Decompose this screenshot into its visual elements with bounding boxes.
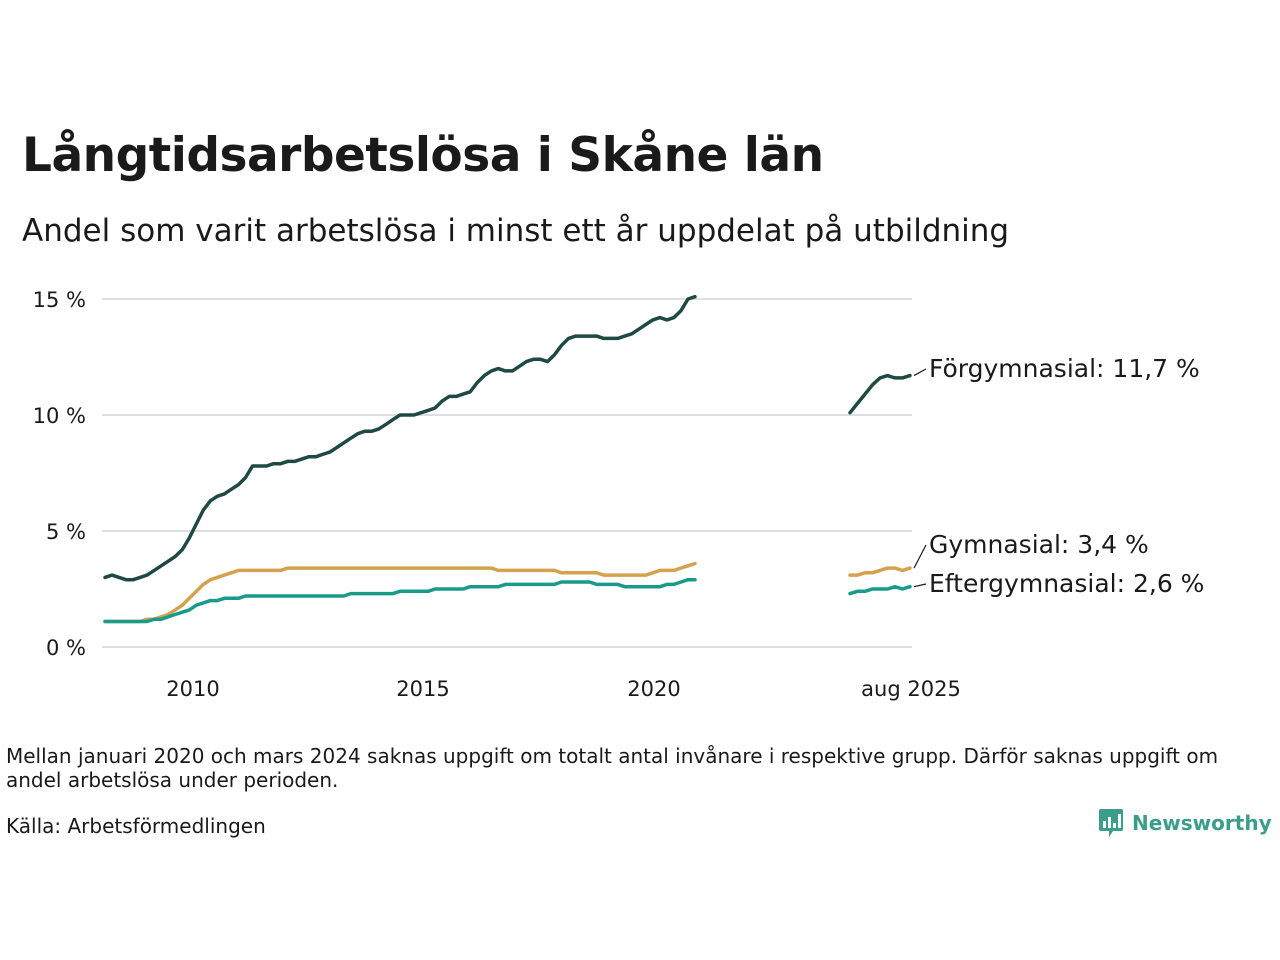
series-end-label: Förgymnasial: 11,7 %: [929, 354, 1200, 383]
y-axis-tick-labels: 0 % 5 % 10 % 15 %: [33, 288, 86, 660]
label-leader: [913, 368, 927, 377]
chart-subtitle: Andel som varit arbetslösa i minst ett å…: [22, 213, 1010, 249]
y-tick-label: 15 %: [33, 288, 86, 312]
y-tick-label: 10 %: [33, 404, 86, 428]
y-tick-label: 0 %: [46, 636, 86, 660]
x-tick-label: 2010: [166, 677, 219, 701]
bar-chart-bubble-icon: [1099, 809, 1123, 837]
x-axis-tick-labels: 2010 2015 2020 aug 2025: [166, 677, 961, 701]
newsworthy-logo: Newsworthy: [1098, 808, 1272, 838]
label-leader: [913, 544, 927, 569]
series-line-förgymnasial-left: [103, 294, 697, 582]
label-leader: [913, 583, 927, 588]
x-tick-label: 2015: [396, 677, 449, 701]
source-note: Källa: Arbetsförmedlingen: [6, 814, 266, 838]
series-line-gymnasial-right: [848, 566, 912, 577]
gridlines: [102, 298, 912, 648]
series-end-label: Eftergymnasial: 2,6 %: [929, 569, 1204, 598]
footnote: Mellan januari 2020 och mars 2024 saknas…: [6, 744, 1219, 792]
series-end-label: Gymnasial: 3,4 %: [929, 530, 1149, 559]
brand-name: Newsworthy: [1132, 811, 1272, 835]
series-line-eftergymnasial-right: [848, 584, 912, 596]
line-chart: 0 % 5 % 10 % 15 % 2010 2015 2020 aug 2025 Förg…: [33, 288, 1205, 701]
x-tick-label: 2020: [627, 677, 680, 701]
x-tick-label: aug 2025: [861, 677, 961, 701]
series-line-gymnasial-left: [103, 561, 697, 624]
series-end-labels: Förgymnasial: 11,7 % Gymnasial: 3,4 % Efte…: [913, 354, 1204, 598]
chart-title: Långtidsarbetslösa i Skåne län: [22, 128, 824, 183]
y-tick-label: 5 %: [46, 520, 86, 544]
series-lines: [103, 294, 912, 624]
series-line-förgymnasial-right: [848, 373, 912, 415]
series-line-eftergymnasial-left: [103, 577, 697, 624]
